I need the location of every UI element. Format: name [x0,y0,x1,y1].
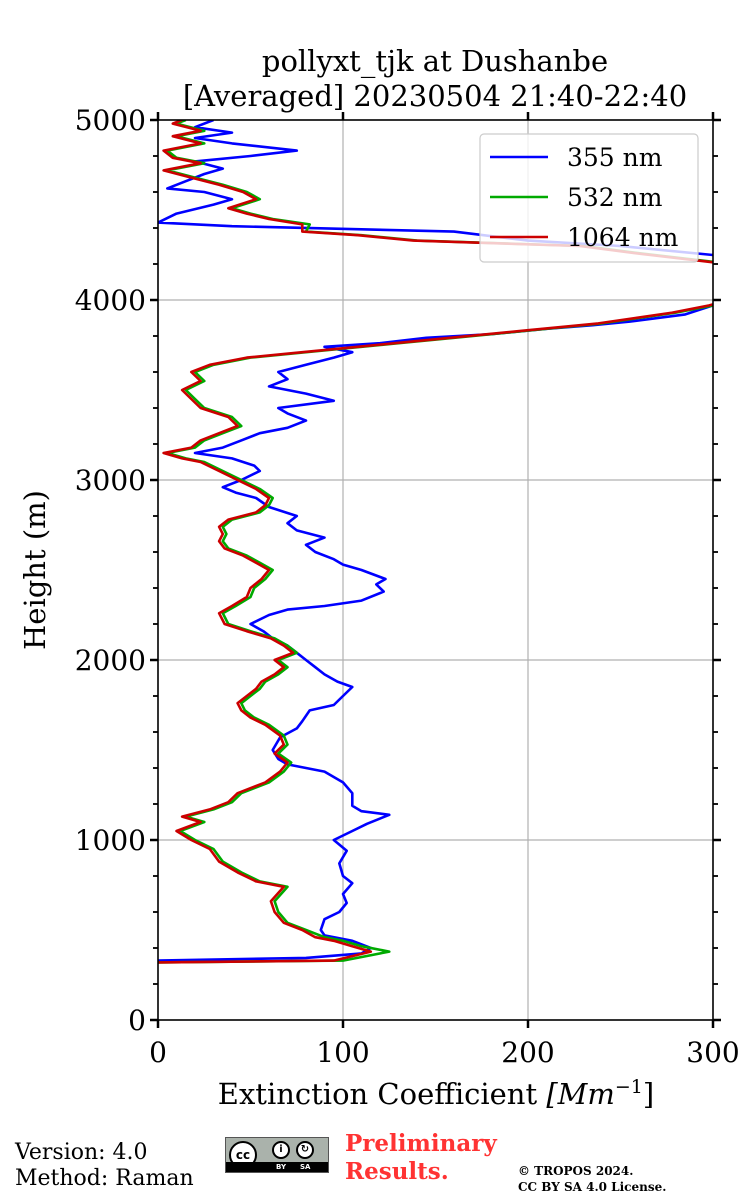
series-line-1064-nm [158,120,713,964]
plot-frame [157,119,714,1021]
y-tick-label: 1000 [75,824,146,857]
method-text: Method: Raman [15,1166,194,1191]
license-sa-label: SA [300,1163,311,1171]
share-alike-icon: ↻ [296,1141,314,1159]
legend-label-1064-nm: 1064 nm [567,223,679,252]
x-axis-label: Extinction Coefficient [Mm−1] [218,1076,654,1111]
legend-label-355-nm: 355 nm [567,143,663,172]
preliminary-label-line2: Results. [345,1158,449,1185]
chart-title-line2: [Averaged] 20230504 21:40-22:40 [183,79,687,113]
attribution-icon: i [272,1141,290,1159]
x-tick-label: 300 [686,1036,739,1069]
y-axis-label: Height (m) [18,490,52,650]
license-by-label: BY [276,1163,287,1171]
copyright-line1: © TROPOS 2024. [518,1164,634,1178]
y-tick-label: 0 [128,1004,146,1037]
chart-title-line1: pollyxt_tjk at Dushanbe [262,44,608,79]
y-tick-label: 4000 [75,284,146,317]
grid [158,120,713,1020]
x-tick-label: 200 [501,1036,554,1069]
x-tick-label: 0 [149,1036,167,1069]
version-text: Version: 4.0 [15,1140,148,1165]
y-tick-label: 3000 [75,464,146,497]
legend: 355 nm 532 nm 1064 nm [479,133,699,263]
y-tick-label: 5000 [75,104,146,137]
license-badge-bar [226,1162,328,1172]
copyright-line2: CC BY SA 4.0 License. [518,1180,667,1194]
legend-label-532-nm: 532 nm [567,183,663,212]
legend-box [479,133,699,263]
preliminary-label-line1: Preliminary [345,1130,497,1157]
cc-by-sa-license-icon: cc i ↻ BY SA [225,1137,329,1173]
extinction-profile-chart: pollyxt_tjk at Dushanbe [Averaged] 20230… [18,44,740,1111]
ticks [150,112,721,1028]
y-tick-label: 2000 [75,644,146,677]
x-tick-label: 100 [316,1036,369,1069]
